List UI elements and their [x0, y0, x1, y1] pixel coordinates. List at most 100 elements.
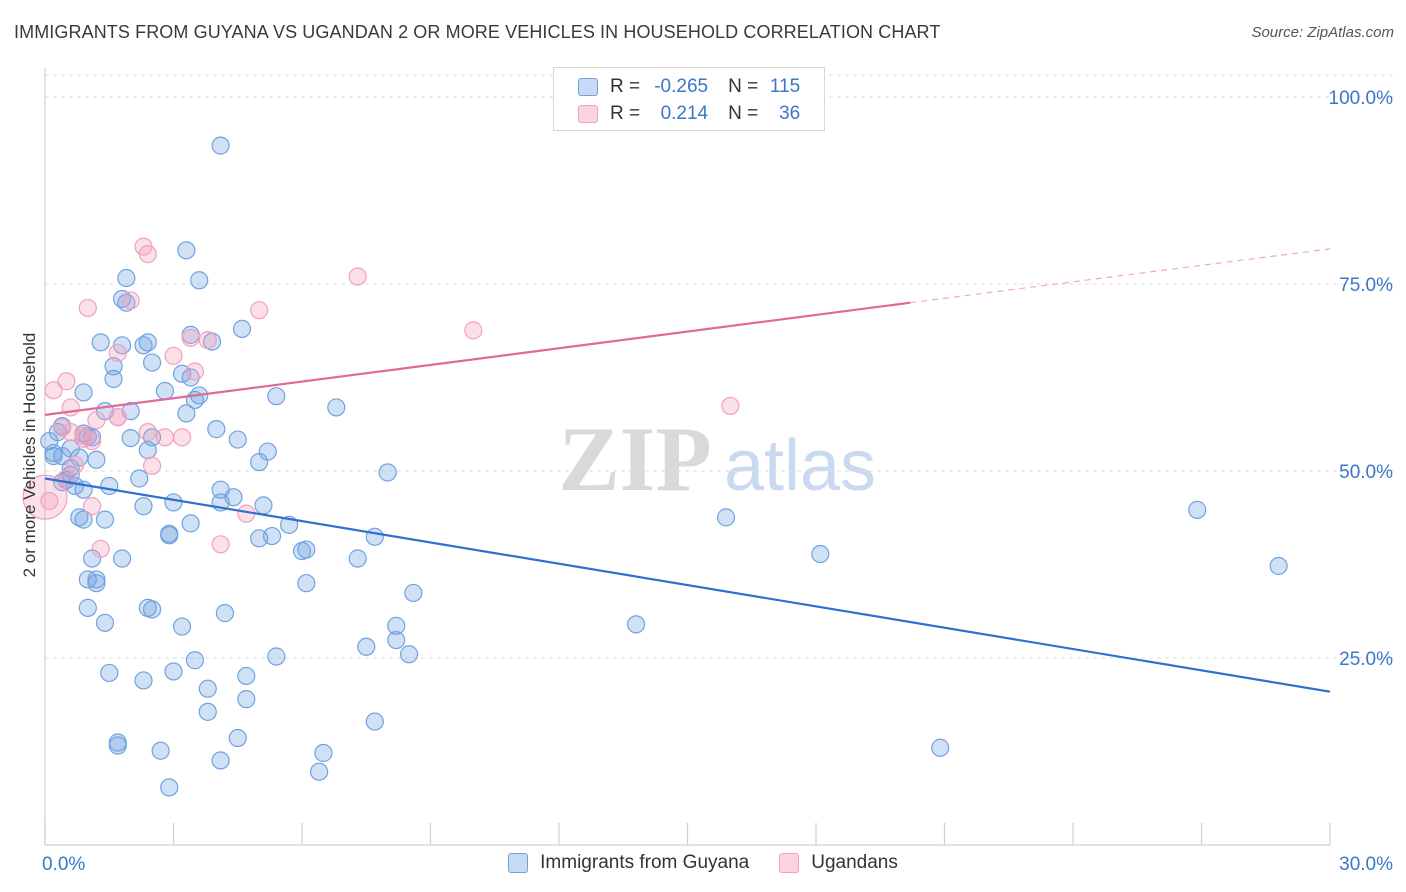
point-guyana: [262, 526, 282, 546]
point-guyana: [104, 369, 123, 389]
point-ugandans: [348, 267, 367, 286]
point-ugandans: [198, 331, 217, 350]
point-guyana: [100, 476, 119, 496]
point-ugandans: [121, 291, 140, 310]
point-guyana: [117, 268, 136, 288]
point-guyana: [74, 510, 93, 529]
point-ugandans: [138, 423, 157, 442]
series-legend-label: Ugandans: [811, 852, 898, 873]
point-guyana: [138, 440, 157, 460]
point-guyana: [378, 463, 397, 482]
point-guyana: [177, 241, 196, 260]
point-ugandans: [108, 408, 127, 427]
series-legend-item-guyana: Immigrants from Guyana: [508, 852, 749, 874]
point-guyana: [198, 702, 217, 721]
point-guyana: [348, 549, 367, 568]
watermark-zip: ZIP: [558, 408, 711, 510]
point-guyana: [87, 450, 106, 469]
point-guyana: [87, 570, 106, 589]
point-guyana: [254, 496, 273, 515]
point-guyana: [232, 319, 252, 338]
point-ugandans: [22, 474, 68, 520]
point-guyana: [185, 651, 205, 670]
point-guyana: [91, 333, 110, 352]
point-guyana: [811, 544, 830, 564]
point-guyana: [181, 514, 200, 533]
watermark-atlas: atlas: [724, 426, 876, 506]
point-ugandans: [65, 455, 85, 475]
x-tick-label: 30.0%: [1339, 854, 1393, 875]
legend-row-ugandans: R = 0.214 N = 36: [578, 102, 800, 126]
point-guyana: [267, 387, 286, 406]
point-ugandans: [211, 535, 230, 554]
point-guyana: [387, 616, 406, 635]
point-guyana: [142, 353, 162, 372]
point-ugandans: [172, 428, 192, 447]
point-ugandans: [185, 362, 205, 381]
series-legend-item-ugandans: Ugandans: [779, 852, 898, 874]
point-ugandans: [138, 244, 157, 264]
point-guyana: [626, 615, 646, 634]
point-guyana: [155, 381, 175, 401]
legend-row-guyana: R = -0.265 N = 115: [578, 75, 800, 99]
point-guyana: [164, 662, 183, 681]
point-guyana: [228, 728, 247, 748]
point-guyana: [258, 442, 277, 461]
trendline-ugandans-extension: [910, 248, 1331, 304]
point-ugandans: [721, 396, 740, 416]
point-guyana: [198, 679, 217, 698]
point-guyana: [100, 663, 119, 683]
y-axis-label: 2 or more Vehicles in Household: [20, 332, 39, 578]
point-guyana: [224, 488, 243, 507]
point-guyana: [160, 778, 179, 797]
source-credit: Source: ZipAtlas.com: [1251, 24, 1394, 41]
series-legend-label: Immigrants from Guyana: [540, 852, 750, 873]
point-guyana: [78, 598, 97, 617]
point-guyana: [399, 645, 419, 664]
point-guyana: [297, 574, 316, 593]
point-guyana: [215, 604, 234, 623]
point-guyana: [211, 136, 230, 155]
point-guyana: [130, 469, 149, 488]
point-guyana: [164, 493, 183, 512]
point-ugandans: [464, 321, 483, 340]
point-guyana: [121, 428, 140, 448]
point-ugandans: [87, 411, 106, 430]
point-guyana: [151, 741, 170, 760]
point-guyana: [211, 751, 230, 770]
point-guyana: [160, 524, 179, 543]
point-guyana: [1188, 500, 1207, 519]
point-ugandans: [83, 497, 102, 516]
series-swatch-guyana: [508, 853, 529, 873]
point-guyana: [95, 510, 115, 529]
point-guyana: [237, 690, 256, 709]
point-ugandans: [57, 372, 76, 391]
point-guyana: [228, 430, 247, 449]
legend-n-value: 36: [779, 103, 801, 124]
legend-r-label: R =: [610, 76, 641, 97]
point-guyana: [310, 762, 329, 781]
legend-swatch-guyana: [578, 78, 598, 96]
chart-title: IMMIGRANTS FROM GUYANA VS UGANDAN 2 OR M…: [14, 22, 941, 42]
point-guyana: [327, 398, 346, 417]
series-legend: Immigrants from Guyana Ugandans: [0, 852, 1406, 874]
point-guyana: [95, 613, 115, 632]
point-guyana: [142, 600, 162, 619]
x-tick-label: 0.0%: [42, 854, 85, 875]
point-guyana: [134, 671, 153, 690]
point-guyana: [387, 630, 406, 650]
point-ugandans: [181, 328, 200, 347]
point-ugandans: [44, 381, 63, 400]
y-tick-label: 25.0%: [1339, 649, 1393, 670]
point-guyana: [44, 443, 63, 463]
y-tick-label: 50.0%: [1339, 462, 1393, 483]
legend-r-label: R =: [610, 103, 641, 124]
point-guyana: [177, 404, 196, 423]
point-ugandans: [155, 428, 175, 447]
point-guyana: [357, 637, 376, 656]
legend-r-value: 0.214: [660, 103, 709, 124]
point-ugandans: [164, 346, 183, 365]
legend-n-value: 115: [769, 76, 801, 97]
point-guyana: [365, 527, 384, 546]
point-ugandans: [142, 456, 162, 475]
